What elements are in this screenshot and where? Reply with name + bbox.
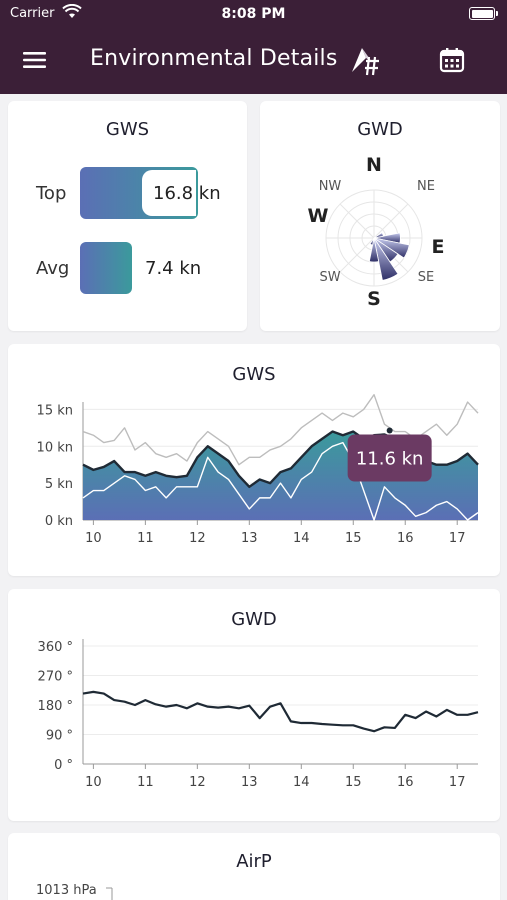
y-tick-label: 180 °: [38, 699, 73, 714]
wifi-icon: [62, 4, 82, 18]
gws-chart-card: GWS 0 kn 5 kn 10 kn 15 kn 10 11 12 13 14 15 16 17 11…: [8, 344, 500, 576]
min-gust-line: [82, 441, 479, 521]
rose-petal: [373, 232, 384, 239]
x-tick-label: 16: [397, 531, 414, 546]
x-tick-label: 15: [345, 775, 362, 790]
dir-se: SE: [418, 270, 434, 285]
tooltip-value: 11.6 kn: [356, 448, 424, 469]
rose-petal: [373, 237, 410, 259]
rose-petal: [368, 237, 380, 263]
top-label: Top: [36, 183, 67, 204]
gws-summary-title: GWS: [105, 119, 150, 140]
tide-hash-icon[interactable]: [348, 44, 382, 78]
dir-ne: NE: [417, 179, 435, 194]
gws-summary-card: GWS Top 16.8 kn Avg 7.4 kn: [8, 101, 247, 331]
gwd-chart-card: GWD 0 ° 90 ° 180 ° 270 ° 360 ° 10 11 12 13 14 15 16…: [8, 589, 500, 821]
page-title: Environmental Details: [90, 46, 338, 71]
wind-rose: N NE E SE S SW W NW: [308, 154, 445, 310]
tooltip-box: [347, 434, 432, 482]
gwd-rose-title: GWD: [357, 119, 403, 140]
x-tick-label: 17: [449, 775, 466, 790]
x-tick-label: 12: [189, 531, 206, 546]
dir-w: W: [308, 205, 329, 227]
hamburger-menu-icon[interactable]: [22, 48, 48, 72]
dir-s: S: [367, 288, 381, 310]
x-tick-label: 13: [241, 775, 258, 790]
y-tick-label: 270 °: [38, 670, 73, 685]
clock: 8:08 PM: [221, 6, 286, 22]
app-header: Environmental Details: [0, 28, 507, 94]
y-tick-label: 360 °: [38, 640, 73, 655]
y-tick-label: 90 °: [46, 729, 73, 744]
y-tick-label: 15 kn: [37, 403, 73, 418]
y-tick-label: 5 kn: [45, 477, 73, 492]
carrier-label: Carrier: [10, 6, 55, 21]
x-tick-label: 14: [293, 775, 310, 790]
airp-y-tick: 1013 hPa: [36, 883, 97, 898]
x-tick-label: 13: [241, 531, 258, 546]
x-tick-label: 10: [85, 775, 102, 790]
gwd-chart-title: GWD: [231, 609, 277, 630]
battery-icon: [469, 7, 498, 20]
gws-area-chart[interactable]: 0 kn 5 kn 10 kn 15 kn 10 11 12 13 14 15 16 17 11.6 k…: [8, 344, 500, 576]
direction-line: [82, 690, 479, 733]
x-tick-label: 17: [449, 531, 466, 546]
gwd-rose-card: GWD N NE E SE S SW W NW: [260, 101, 500, 331]
x-tick-label: 11: [137, 531, 154, 546]
y-tick-label: 0 kn: [45, 514, 73, 529]
x-tick-label: 14: [293, 531, 310, 546]
airp-chart: 1013 hPa: [36, 883, 113, 900]
gws-chart-title: GWS: [232, 364, 276, 385]
status-bar: Carrier 8:08 PM: [0, 0, 507, 28]
dir-e: E: [432, 236, 445, 258]
dir-nw: NW: [319, 179, 342, 194]
avg-gust-bar: [80, 242, 132, 294]
rose-petal: [373, 237, 399, 281]
x-tick-label: 16: [397, 775, 414, 790]
dir-n: N: [366, 154, 382, 176]
x-tick-label: 12: [189, 775, 206, 790]
y-tick-label: 0 °: [54, 758, 73, 773]
x-tick-label: 15: [345, 531, 362, 546]
dir-sw: SW: [319, 270, 340, 285]
airp-chart-card: AirP 1013 hPa: [8, 833, 500, 900]
calendar-icon[interactable]: [438, 46, 466, 74]
rose-petal: [369, 237, 375, 246]
top-value: 16.8 kn: [153, 183, 221, 204]
avg-label: Avg: [36, 258, 70, 279]
gwd-line-chart[interactable]: 0 ° 90 ° 180 ° 270 ° 360 ° 10 11 12 13 14 15 16 17: [8, 589, 500, 821]
x-tick-label: 10: [85, 531, 102, 546]
x-tick-label: 11: [137, 775, 154, 790]
airp-chart-title: AirP: [236, 851, 272, 872]
avg-value: 7.4 kn: [145, 258, 202, 279]
y-tick-label: 10 kn: [37, 440, 73, 455]
top-gust-bar: [80, 167, 198, 219]
tooltip-marker: [386, 427, 393, 434]
